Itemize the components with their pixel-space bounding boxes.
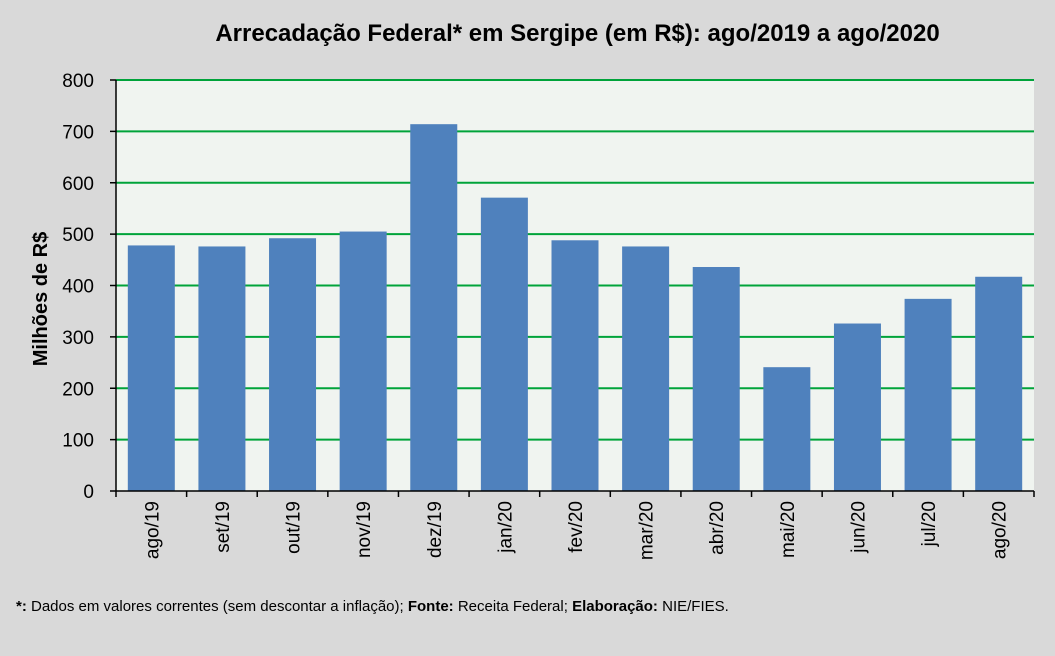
y-tick-label: 800 xyxy=(62,71,94,92)
x-tick-label: nov/19 xyxy=(354,501,375,558)
axes xyxy=(110,79,1035,497)
bar-abr/20 xyxy=(692,267,740,491)
x-tick-label: ago/19 xyxy=(142,501,163,559)
y-tick-label: 0 xyxy=(83,482,94,503)
bar-jun/20 xyxy=(833,323,881,491)
y-tick-label: 400 xyxy=(62,277,94,298)
footnote: *: Dados em valores correntes (sem desco… xyxy=(16,598,729,615)
chart-title: Arrecadação Federal* em Sergipe (em R$):… xyxy=(215,20,940,47)
x-tick-label: set/19 xyxy=(213,501,234,553)
x-tick-label: fev/20 xyxy=(566,501,587,553)
y-axis-label: Milhões de R$ xyxy=(30,232,52,366)
x-tick-label: abr/20 xyxy=(707,501,728,555)
x-tick-label: jan/20 xyxy=(495,501,516,554)
bar-mar/20 xyxy=(622,246,670,491)
x-tick-label: ago/20 xyxy=(990,501,1011,559)
footnote-star-text: Dados em valores correntes (sem desconta… xyxy=(26,598,408,615)
y-tick-labels: 0 100 200 300 400 500 600 700 800 xyxy=(62,71,94,503)
bar-jan/20 xyxy=(480,197,528,491)
x-tick-label: jul/20 xyxy=(919,501,940,547)
footnote-source-label: Fonte: xyxy=(407,598,454,615)
y-tick-label: 200 xyxy=(62,379,94,400)
bar-jul/20 xyxy=(904,298,952,491)
x-tick-label: mar/20 xyxy=(637,501,658,560)
y-tick-label: 600 xyxy=(62,174,94,195)
x-tick-label: mai/20 xyxy=(778,501,799,558)
y-tick-label: 500 xyxy=(62,225,94,246)
y-tick-label: 300 xyxy=(62,328,94,349)
bar-set/19 xyxy=(198,246,246,491)
bar-nov/19 xyxy=(339,231,387,491)
y-tick-label: 100 xyxy=(62,431,94,452)
bars xyxy=(127,124,1023,492)
bar-mai/20 xyxy=(763,367,811,491)
x-tick-label: dez/19 xyxy=(425,501,446,558)
footnote-star-label: *: xyxy=(16,598,27,615)
bar-dez/19 xyxy=(410,124,458,492)
footnote-source-text: Receita Federal; xyxy=(453,598,573,615)
y-tick-label: 700 xyxy=(62,122,94,143)
footnote-credit-label: Elaboração: xyxy=(572,598,658,615)
x-tick-label: jun/20 xyxy=(848,501,869,554)
bar-out/19 xyxy=(269,238,317,491)
x-tick-label: out/19 xyxy=(284,501,305,554)
bar-ago/20 xyxy=(975,276,1023,491)
x-tick-labels: ago/19 set/19 out/19 nov/19 dez/19 jan/20 fev/… xyxy=(142,501,1010,560)
bar-ago/19 xyxy=(127,245,175,491)
footnote-credit-text: NIE/FIES. xyxy=(657,598,729,615)
bar-fev/20 xyxy=(551,240,599,491)
